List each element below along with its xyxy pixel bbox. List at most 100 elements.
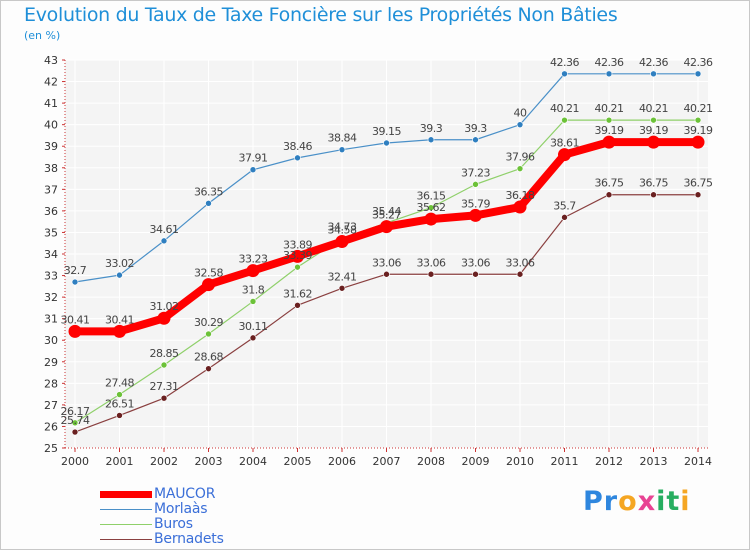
data-label-bernadets: 30.11	[239, 320, 268, 333]
x-tick-label: 2002	[150, 455, 178, 468]
legend-swatch	[100, 538, 152, 540]
y-tick-label: 30	[44, 334, 58, 347]
legend-swatch	[100, 523, 152, 525]
y-tick-label: 42	[44, 76, 58, 89]
data-point-bernadets	[205, 365, 212, 372]
data-label-morla-s: 40	[514, 107, 527, 120]
data-point-bernadets	[294, 302, 301, 309]
data-point-bernadets	[472, 270, 479, 278]
y-tick-label: 36	[44, 205, 58, 218]
data-point-maucor	[424, 212, 438, 226]
data-label-bernadets: 28.68	[194, 351, 223, 364]
data-point-maucor	[335, 234, 349, 248]
data-label-bernadets: 33.06	[372, 256, 401, 269]
data-label-morla-s: 34.61	[150, 223, 179, 236]
data-label-maucor: 30.41	[61, 313, 90, 326]
data-label-maucor: 36.18	[506, 189, 535, 202]
data-point-morla-s	[116, 271, 123, 279]
chart-title: Evolution du Taux de Taxe Foncière sur l…	[24, 4, 618, 26]
x-tick-label: 2014	[684, 455, 712, 468]
x-tick-label: 2005	[284, 455, 312, 468]
data-point-bernadets	[338, 284, 346, 292]
logo-letter: i	[656, 486, 667, 517]
y-tick-label: 38	[44, 162, 58, 175]
data-label-maucor: 35.62	[417, 201, 446, 214]
data-point-bernadets	[650, 191, 657, 199]
data-label-maucor: 35.79	[461, 197, 490, 210]
data-point-morla-s	[160, 237, 168, 245]
data-label-buros: 35.44	[372, 205, 401, 218]
data-label-maucor: 38.61	[550, 137, 579, 150]
data-point-buros	[605, 116, 613, 124]
y-tick-label: 40	[44, 119, 58, 132]
x-tick-label: 2007	[373, 455, 401, 468]
y-tick-label: 27	[44, 399, 58, 412]
data-point-bernadets	[561, 214, 568, 221]
legend-item-maucor: MAUCOR	[100, 486, 215, 502]
data-point-maucor	[380, 220, 393, 234]
data-label-bernadets: 35.7	[553, 199, 576, 212]
data-point-maucor	[647, 135, 660, 149]
data-point-morla-s	[694, 70, 702, 78]
y-tick-label: 34	[44, 248, 58, 261]
data-point-maucor	[157, 311, 171, 325]
data-label-morla-s: 38.46	[283, 140, 312, 153]
y-tick-label: 37	[44, 183, 58, 196]
legend-swatch	[100, 508, 152, 510]
logo-letter: x	[637, 486, 657, 517]
legend-item-bernadets: Bernadets	[100, 531, 224, 547]
x-tick-label: 2013	[640, 455, 668, 468]
data-label-bernadets: 36.75	[639, 177, 668, 190]
data-point-maucor	[246, 264, 260, 278]
data-label-buros: 36.15	[417, 190, 446, 203]
data-point-maucor	[691, 135, 705, 149]
x-tick-label: 2011	[551, 455, 579, 468]
data-point-bernadets	[249, 334, 257, 342]
data-point-buros	[160, 361, 168, 369]
data-point-bernadets	[116, 412, 123, 419]
data-point-buros	[516, 165, 524, 172]
legend-label: MAUCOR	[154, 486, 216, 502]
x-tick-label: 2006	[328, 455, 356, 468]
data-label-morla-s: 32.7	[64, 264, 87, 277]
logo-letter: i	[680, 486, 691, 517]
data-label-bernadets: 36.75	[684, 177, 713, 190]
data-label-morla-s: 42.36	[550, 56, 579, 69]
y-tick-label: 26	[44, 420, 58, 433]
x-tick-label: 2003	[195, 455, 223, 468]
data-point-maucor	[291, 249, 304, 263]
data-label-morla-s: 36.35	[194, 185, 223, 198]
proxiti-logo: Proxiti	[583, 486, 691, 517]
data-label-maucor: 39.19	[595, 124, 624, 137]
data-label-bernadets: 26.51	[105, 397, 134, 410]
data-label-maucor: 32.58	[194, 267, 223, 280]
data-label-morla-s: 42.36	[684, 56, 713, 69]
legend-label: Buros	[154, 516, 193, 532]
data-point-morla-s	[516, 121, 524, 128]
data-label-bernadets: 32.41	[328, 270, 357, 283]
data-label-maucor: 31.02	[150, 300, 179, 313]
data-label-bernadets: 36.75	[595, 177, 624, 190]
data-point-buros	[427, 204, 435, 211]
data-point-bernadets	[71, 428, 79, 436]
data-label-morla-s: 33.02	[105, 257, 134, 270]
legend-label: Morlaàs	[154, 501, 208, 517]
data-label-morla-s: 42.36	[639, 56, 668, 69]
data-label-buros: 34.73	[328, 220, 357, 233]
data-label-buros: 40.21	[550, 102, 579, 115]
data-label-morla-s: 37.91	[239, 152, 268, 165]
legend-item-morla-s: Morlaàs	[100, 501, 208, 517]
y-tick-label: 32	[44, 291, 58, 304]
y-tick-label: 35	[44, 226, 58, 239]
x-tick-label: 2008	[417, 455, 445, 468]
y-tick-label: 31	[44, 313, 58, 326]
data-point-morla-s	[205, 200, 212, 207]
data-label-bernadets: 25.74	[61, 414, 90, 427]
x-tick-label: 2010	[506, 455, 534, 468]
data-point-buros	[71, 419, 79, 427]
data-point-bernadets	[605, 191, 613, 199]
data-label-maucor: 30.41	[105, 313, 134, 326]
data-label-maucor: 33.23	[239, 253, 268, 266]
logo-letter: P	[583, 486, 604, 517]
